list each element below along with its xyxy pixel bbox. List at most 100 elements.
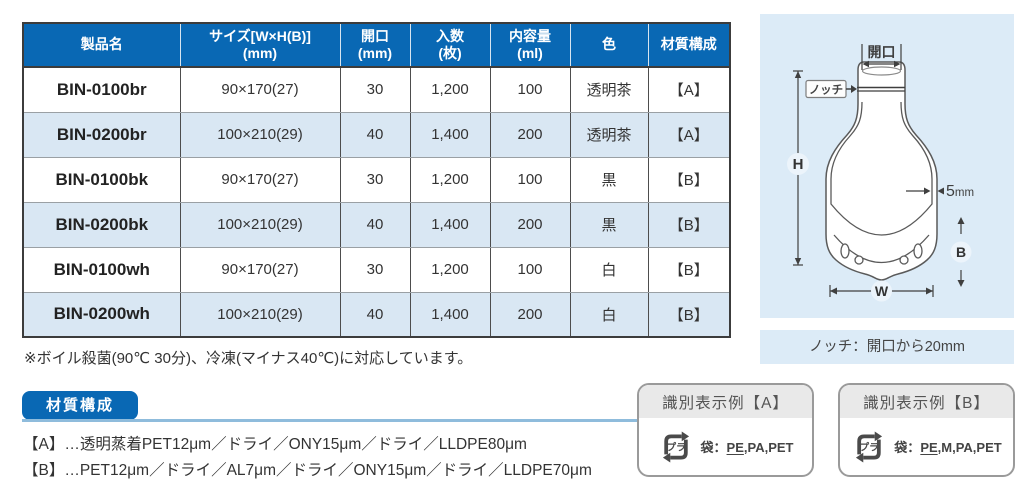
cell-size: 90×170(27) [180,247,341,293]
material-underline [22,419,640,422]
w-label: W [875,283,889,299]
arrow-head [957,280,965,287]
arrow-head [957,217,965,224]
identification-example-b: 識別表示例【B】 プラ 袋：PE,M,PA,PET [838,383,1015,477]
material-line-b: 【B】…PET12μm／ドライ／AL7μm／ドライ／ONY15μm／ドライ／LL… [23,462,592,479]
plastic-recycling-icon: プラ [856,430,883,463]
table-row: BIN-0200br 100×210(29) 40 1,400 200 透明茶 … [23,112,730,158]
cell-opening: 40 [340,202,411,248]
identification-example-b-title: 識別表示例【B】 [840,385,1013,418]
svg-text:プラ: プラ [666,440,686,453]
arrow-head [924,187,931,195]
material-line-a: 【A】…透明蒸着PET12μm／ドライ／ONY15μm／ドライ／LLDPE80μ… [23,436,527,453]
arrow-head [830,287,837,295]
arrow-head [862,60,869,68]
cell-material: 【A】 [648,112,730,158]
arrow-head [937,187,944,195]
column-header-quantity: 入数 (枚) [410,23,491,68]
cell-opening: 40 [340,112,411,158]
hang-hole [899,255,909,265]
cell-size: 100×210(29) [180,112,341,158]
seal-inner-line [830,101,933,236]
identification-example-a-body: プラ 袋：PE,PA,PET [639,418,812,475]
bottle-diagram-panel: 開口 ノッチ H 5mm B W [760,14,1014,318]
cell-size: 90×170(27) [180,67,341,113]
cell-size: 90×170(27) [180,157,341,203]
bottle-mouth-line [861,66,902,76]
identification-example-b-body: プラ 袋：PE,M,PA,PET [840,418,1013,475]
cell-capacity: 100 [490,247,571,293]
arrow-head [926,287,933,295]
table-row: BIN-0100br 90×170(27) 30 1,200 100 透明茶 【… [23,67,730,113]
cell-product-name: BIN-0100bk [23,157,181,203]
h-label-bg [787,153,809,175]
cell-capacity: 200 [490,112,571,158]
cell-product-name: BIN-0200bk [23,202,181,248]
cell-opening: 40 [340,292,411,337]
cell-quantity: 1,400 [410,292,491,337]
cell-capacity: 200 [490,202,571,248]
product-spec-table: 製品名 サイズ[W×H(B)] (mm) 開口 (mm) 入数 (枚) 内容量 (ml)… [22,22,731,338]
hang-hole [854,255,864,265]
opening-label: 開口 [868,44,896,60]
cell-product-name: BIN-0200br [23,112,181,158]
notch-label: ノッチ [809,84,843,97]
hang-hole [913,243,923,259]
cell-opening: 30 [340,247,411,293]
column-header-capacity: 内容量 (ml) [490,23,571,68]
cell-opening: 30 [340,157,411,203]
boil-sterilization-note: ※ボイル殺菌(90℃ 30分)、冷凍(マイナス40℃)に対応しています。 [24,350,473,367]
cell-capacity: 100 [490,157,571,203]
identification-example-a-title: 識別表示例【A】 [639,385,812,418]
arrow-head [851,85,857,93]
cell-product-name: BIN-0200wh [23,292,181,337]
cell-quantity: 1,400 [410,202,491,248]
b-label: B [956,244,966,260]
table-row: BIN-0100bk 90×170(27) 30 1,200 100 黒 【B】 [23,157,730,203]
cell-quantity: 1,200 [410,157,491,203]
cell-material: 【B】 [648,247,730,293]
column-header-color: 色 [570,23,649,68]
arrow-head [794,258,802,265]
plastic-recycling-icon: プラ [662,430,689,463]
cell-material: 【B】 [648,157,730,203]
column-header-material: 材質構成 [648,23,730,68]
hang-hole [840,243,850,259]
cell-quantity: 1,200 [410,67,491,113]
notch-position-note: ノッチ：開口から20mm [760,330,1014,364]
cell-quantity: 1,200 [410,247,491,293]
arrow-head [794,71,802,78]
column-header-size: サイズ[W×H(B)] (mm) [180,23,341,68]
bottle-pouch-diagram: 開口 ノッチ H 5mm B W [787,44,974,302]
cell-product-name: BIN-0100br [23,67,181,113]
cell-color: 白 [570,247,649,293]
cell-color: 白 [570,292,649,337]
cell-product-name: BIN-0100wh [23,247,181,293]
arrow-head [894,60,901,68]
table-header-row: 製品名 サイズ[W×H(B)] (mm) 開口 (mm) 入数 (枚) 内容量 (ml)… [23,23,730,68]
cell-material: 【B】 [648,292,730,337]
cell-material: 【A】 [648,67,730,113]
w-label-bg [871,280,892,302]
cell-quantity: 1,400 [410,112,491,158]
cell-color: 透明茶 [570,112,649,158]
cell-capacity: 100 [490,67,571,113]
cell-color: 透明茶 [570,67,649,113]
b-label-bg [950,241,972,263]
identification-example-a: 識別表示例【A】 プラ 袋：PE,PA,PET [637,383,814,477]
cell-size: 100×210(29) [180,292,341,337]
cell-material: 【B】 [648,202,730,248]
cell-capacity: 200 [490,292,571,337]
h-label: H [793,156,804,173]
table-row: BIN-0200wh 100×210(29) 40 1,400 200 白 【B… [23,292,730,337]
svg-text:プラ: プラ [860,440,880,453]
table-row: BIN-0100wh 90×170(27) 30 1,200 100 白 【B】 [23,247,730,293]
column-header-opening: 開口 (mm) [340,23,411,68]
cell-size: 100×210(29) [180,202,341,248]
bag-material-label: 袋：PE,PA,PET [700,440,794,455]
bag-material-label: 袋：PE,M,PA,PET [894,440,1002,455]
material-composition-badge: 材質構成 [22,391,138,420]
cell-opening: 30 [340,67,411,113]
cell-color: 黒 [570,157,649,203]
column-header-product-name: 製品名 [23,23,181,68]
